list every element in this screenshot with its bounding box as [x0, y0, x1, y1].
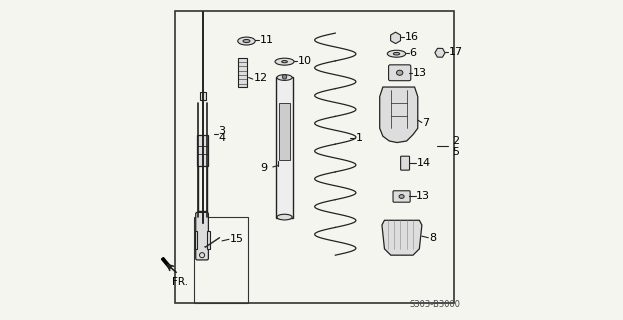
Text: 11: 11: [260, 35, 274, 45]
Circle shape: [199, 252, 204, 258]
Bar: [280, 103, 290, 160]
Ellipse shape: [277, 75, 292, 80]
FancyBboxPatch shape: [401, 156, 409, 170]
Text: 8: 8: [429, 233, 436, 243]
Text: 5: 5: [452, 147, 459, 157]
FancyBboxPatch shape: [237, 59, 247, 87]
Ellipse shape: [388, 50, 406, 57]
Text: 6: 6: [409, 48, 416, 58]
FancyBboxPatch shape: [197, 135, 208, 166]
Text: 17: 17: [449, 47, 463, 57]
Circle shape: [282, 75, 287, 79]
Text: 7: 7: [422, 118, 430, 128]
Ellipse shape: [393, 52, 400, 55]
Text: 16: 16: [405, 32, 419, 42]
Ellipse shape: [275, 58, 294, 65]
Ellipse shape: [277, 214, 292, 220]
Text: 1: 1: [356, 133, 363, 143]
Text: 12: 12: [254, 74, 268, 84]
FancyBboxPatch shape: [389, 65, 411, 81]
Ellipse shape: [399, 195, 404, 198]
Text: 3: 3: [219, 126, 226, 136]
Text: 14: 14: [417, 157, 431, 168]
Ellipse shape: [243, 39, 250, 43]
Ellipse shape: [396, 70, 403, 75]
Text: 2: 2: [452, 136, 459, 146]
Text: 10: 10: [298, 56, 312, 66]
Polygon shape: [379, 87, 418, 142]
Polygon shape: [382, 220, 422, 255]
FancyBboxPatch shape: [207, 231, 210, 249]
Bar: [200, 92, 206, 100]
FancyBboxPatch shape: [195, 231, 197, 249]
Ellipse shape: [238, 37, 255, 45]
Text: 15: 15: [230, 234, 244, 244]
FancyArrow shape: [161, 258, 171, 269]
Text: S303-B3000: S303-B3000: [409, 300, 460, 309]
FancyBboxPatch shape: [196, 212, 209, 260]
Text: 13: 13: [416, 191, 430, 202]
Text: FR.: FR.: [172, 277, 188, 287]
Text: 9: 9: [260, 163, 268, 172]
FancyBboxPatch shape: [393, 191, 410, 202]
Ellipse shape: [282, 60, 287, 63]
FancyBboxPatch shape: [276, 77, 293, 218]
Text: 13: 13: [413, 68, 427, 78]
Text: 4: 4: [219, 133, 226, 143]
